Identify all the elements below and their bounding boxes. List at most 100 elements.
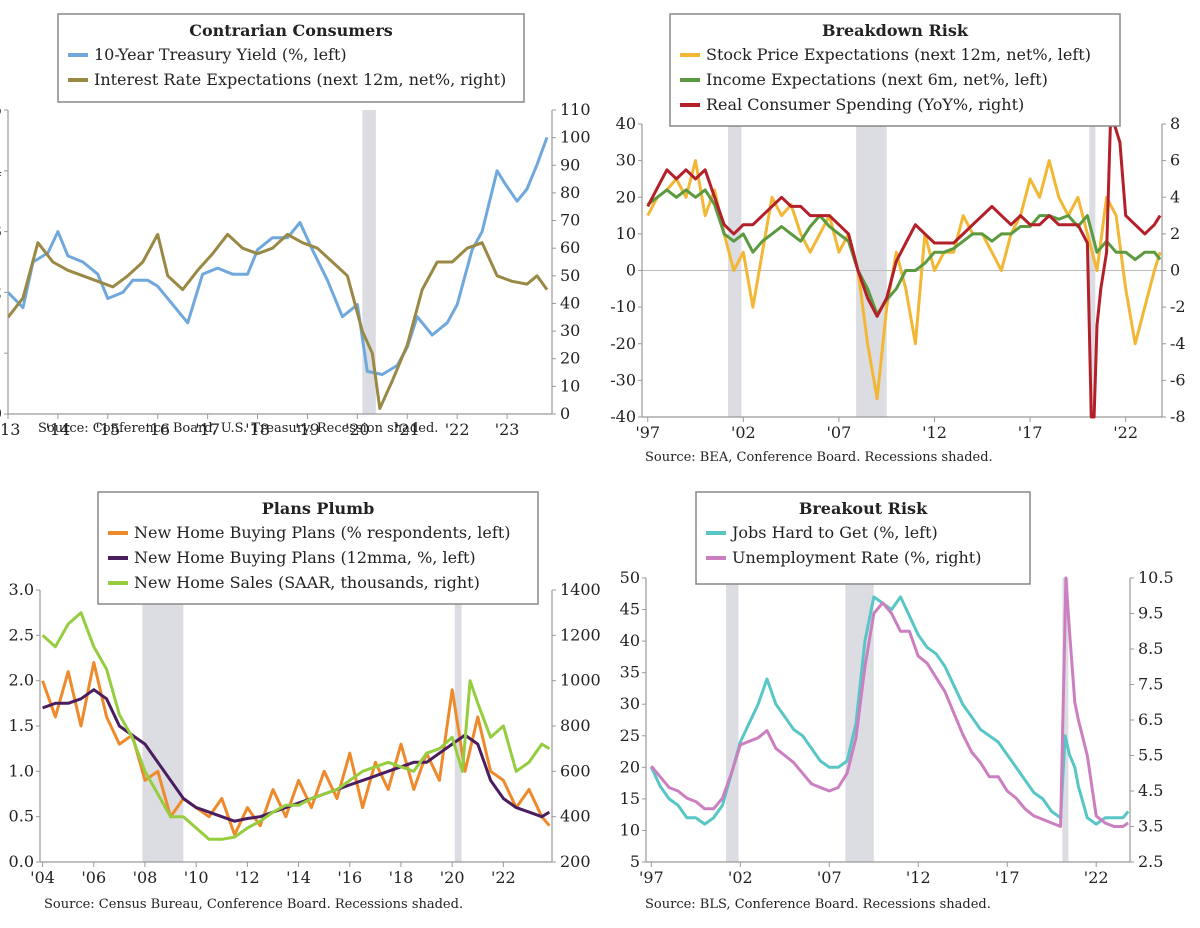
legend-box <box>669 13 1121 127</box>
x-tick-label: '12 <box>235 868 260 887</box>
y-right-tick-label: 400 <box>560 807 591 826</box>
series-line-pink <box>650 576 1130 828</box>
y-left-tick-label: 10 <box>620 820 640 839</box>
legend-box <box>57 13 525 103</box>
y-left-tick-label: 3 <box>0 222 2 241</box>
y-left-tick-label: 15 <box>620 789 640 808</box>
chart-title: Breakout Risk <box>799 499 928 518</box>
y-right-tick-label: 8 <box>1170 114 1180 133</box>
legend-entry: New Home Buying Plans (12mma, %, left) <box>134 548 476 567</box>
legend-box <box>695 491 1031 585</box>
source-note: Source: BLS, Conference Board. Recession… <box>645 897 991 912</box>
chart-title: Contrarian Consumers <box>189 21 393 40</box>
x-tick-label: '23 <box>495 420 520 439</box>
y-right-tick-label: 10 <box>560 376 580 395</box>
x-tick-label: '02 <box>731 423 756 442</box>
source-note: Source: Conference Board, U.S. Treasury.… <box>38 421 438 436</box>
y-right-tick-label: 0 <box>1170 261 1180 280</box>
recession-band <box>142 590 184 862</box>
x-tick-label: '07 <box>827 423 852 442</box>
x-tick-label: '10 <box>184 868 209 887</box>
x-tick-label: '17 <box>995 868 1020 887</box>
source-note: Source: BEA, Conference Board. Recession… <box>645 450 993 465</box>
legend-entry: 10-Year Treasury Yield (%, left) <box>94 45 347 64</box>
source-note: Source: Census Bureau, Conference Board.… <box>44 897 463 912</box>
y-left-tick-label: 1.5 <box>9 716 34 735</box>
y-right-tick-label: 50 <box>560 266 580 285</box>
legend-entry: New Home Buying Plans (% respondents, le… <box>134 523 510 542</box>
legend-entry: Unemployment Rate (%, right) <box>732 548 981 567</box>
y-right-tick-label: 10.5 <box>1138 568 1174 587</box>
series-line-olive <box>8 232 549 410</box>
x-tick-label: '04 <box>30 868 55 887</box>
x-tick-label: '22 <box>491 868 516 887</box>
legend-entry: Stock Price Expectations (next 12m, net%… <box>706 45 1091 64</box>
y-left-tick-label: -30 <box>610 370 636 389</box>
chart-contrarian: '13'14'15'16'17'18'19'20'21'22'230123450… <box>0 13 591 439</box>
x-tick-label: '20 <box>440 868 465 887</box>
x-tick-label: '08 <box>133 868 158 887</box>
y-right-tick-label: 1200 <box>560 625 601 644</box>
y-left-tick-label: 3.0 <box>9 580 34 599</box>
x-tick-label: '22 <box>1084 868 1109 887</box>
x-tick-label: '19 <box>295 420 320 439</box>
x-tick-label: '16 <box>337 868 362 887</box>
x-tick-label: '18 <box>245 420 270 439</box>
x-tick-label: '14 <box>286 868 311 887</box>
y-left-tick-label: 45 <box>620 600 640 619</box>
chart-plans: '04 '06 '08 '10 '12 '14 '16 '18 '20 '22 0.0 0.5 1.0 1… <box>9 491 601 912</box>
y-left-tick-label: 20 <box>616 187 636 206</box>
legend-entry: Income Expectations (next 6m, net%, left… <box>706 70 1048 89</box>
y-right-tick-label: 1400 <box>560 580 601 599</box>
recession-band <box>1062 578 1069 862</box>
y-left-tick-label: 0.5 <box>9 807 34 826</box>
series-line-green <box>646 188 1162 316</box>
y-right-tick-label: 0 <box>560 404 570 423</box>
legend-entry: Interest Rate Expectations (next 12m, ne… <box>94 70 506 89</box>
y-left-tick-label: -40 <box>610 407 636 426</box>
y-left-tick-label: 40 <box>616 114 636 133</box>
y-right-tick-label: 2.5 <box>1138 852 1163 871</box>
y-right-tick-label: 60 <box>560 238 580 257</box>
x-tick-label: '07 <box>817 868 842 887</box>
x-tick-label: '20 <box>345 420 370 439</box>
chart-title: Plans Plumb <box>262 499 375 518</box>
y-left-tick-label: 4 <box>0 161 2 180</box>
series-line-gold <box>646 159 1162 401</box>
recession-band <box>726 578 739 862</box>
y-right-tick-label: 4.5 <box>1138 781 1163 800</box>
x-tick-label: '12 <box>922 423 947 442</box>
legend-entry: New Home Sales (SAAR, thousands, right) <box>134 573 480 592</box>
y-right-tick-label: -6 <box>1170 370 1186 389</box>
x-tick-label: '12 <box>906 868 931 887</box>
legend-entry: Jobs Hard to Get (%, left) <box>730 523 938 542</box>
y-right-tick-label: 1000 <box>560 671 601 690</box>
chart-breakdown: '97'02'07'12'17'22-40-30-20-10010203040-… <box>610 13 1186 465</box>
y-right-tick-label: 5.5 <box>1138 746 1163 765</box>
y-left-tick-label: 2.5 <box>9 625 34 644</box>
y-left-tick-label: 1.0 <box>9 761 34 780</box>
y-left-tick-label: 2 <box>0 282 2 301</box>
y-right-tick-label: 800 <box>560 716 591 735</box>
y-right-tick-label: 70 <box>560 211 580 230</box>
y-right-tick-label: 6 <box>1170 151 1180 170</box>
y-right-tick-label: 4 <box>1170 187 1180 206</box>
y-left-tick-label: 30 <box>616 151 636 170</box>
y-right-tick-label: 110 <box>560 100 591 119</box>
y-right-tick-label: 9.5 <box>1138 604 1163 623</box>
y-left-tick-label: -10 <box>610 297 636 316</box>
x-tick-label: '22 <box>1113 423 1138 442</box>
y-right-tick-label: 40 <box>560 293 580 312</box>
y-right-tick-label: -2 <box>1170 297 1186 316</box>
y-left-tick-label: 0.0 <box>9 852 34 871</box>
y-right-tick-label: 90 <box>560 155 580 174</box>
chart-title: Breakdown Risk <box>822 21 969 40</box>
y-right-tick-label: 30 <box>560 321 580 340</box>
legend-entry: Real Consumer Spending (YoY%, right) <box>706 95 1024 114</box>
y-right-tick-label: 7.5 <box>1138 675 1163 694</box>
y-right-tick-label: 2 <box>1170 224 1180 243</box>
x-tick-label: '17 <box>195 420 220 439</box>
y-left-tick-label: 25 <box>620 726 640 745</box>
